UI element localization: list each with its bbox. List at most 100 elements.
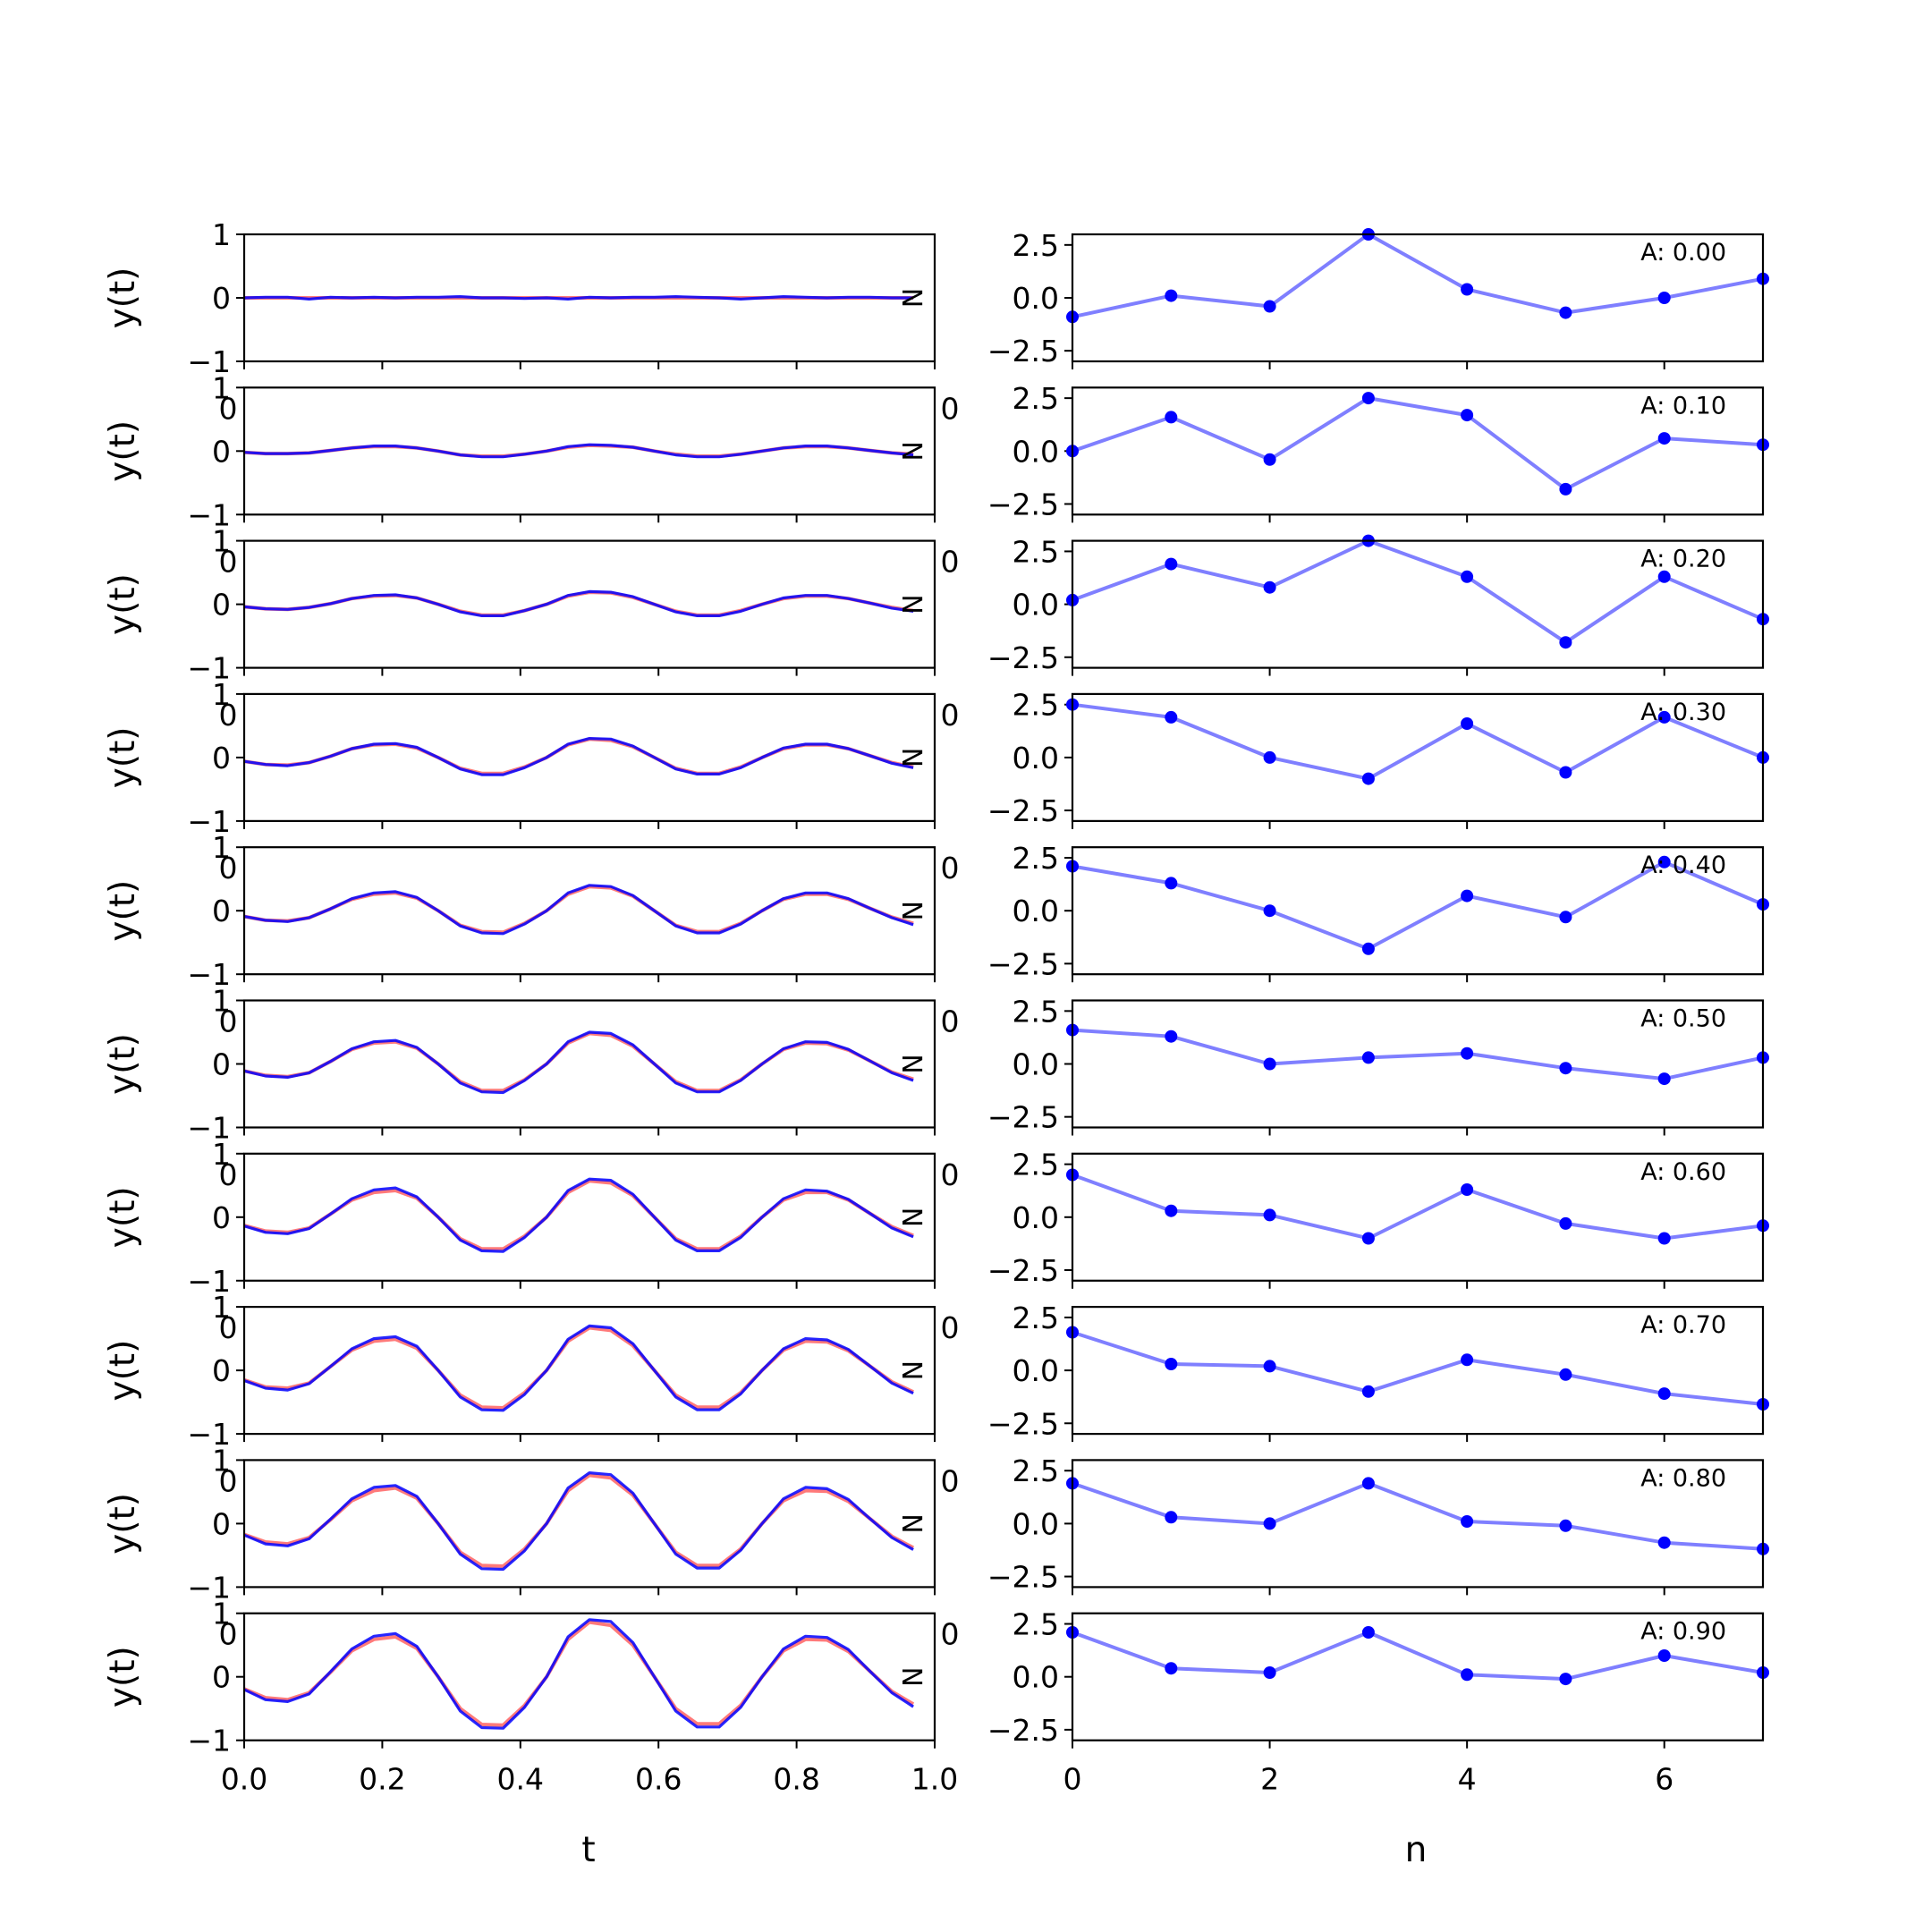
y-tick-label: −2.5 — [987, 1253, 1059, 1288]
sequence-point — [1361, 772, 1375, 785]
y-tick-label: 1 — [212, 830, 231, 865]
sequence-line — [1072, 702, 1764, 781]
axes-frame — [1071, 1459, 1765, 1589]
signal-line-blue — [243, 443, 914, 459]
y-tick-label: 0.0 — [1013, 1200, 1059, 1235]
sequence-point — [1165, 1030, 1178, 1043]
y-tick-label: −1 — [187, 1111, 231, 1146]
y-tick-label: 0 — [212, 1200, 231, 1235]
y-tick-label: 0.0 — [1013, 1047, 1059, 1082]
y-tick-label: −1 — [187, 1264, 231, 1299]
y-tick-label: 1 — [212, 370, 231, 405]
sequence-point — [1657, 432, 1671, 445]
y-tick-label: 0 — [212, 741, 231, 775]
overlap-tick-label: 0 — [219, 851, 238, 886]
left-x-axis-label: t — [581, 1830, 595, 1870]
sequence-point — [1657, 710, 1671, 724]
right-subplot-9: 2.50.0−2.50 2 4 60 A: 0.90 — [941, 1607, 1769, 1797]
left-subplot-8: 10−10y(t) N — [103, 1443, 936, 1605]
left-subplot-9: 10−10.0 0.2 0.4 0.6 0.8 1.00y(t) N — [103, 1597, 958, 1797]
y-axis-label: y(t) — [103, 1340, 143, 1402]
x-tick-label: 1.0 — [911, 1762, 958, 1797]
y-tick-label: 1 — [212, 984, 231, 1019]
y-tick-label: 2.5 — [1013, 381, 1059, 416]
x-tick-label: 0.4 — [497, 1762, 544, 1797]
sequence-point — [1657, 1536, 1671, 1549]
sequence-line — [1072, 1173, 1764, 1241]
sequence-point — [1361, 942, 1375, 955]
axes-frame — [1071, 692, 1765, 823]
y-tick-label: −2.5 — [987, 640, 1059, 675]
y-tick-label: 0.0 — [1013, 281, 1059, 316]
right-subplot-8: 2.5 0.0 −2.5 0 A: 0.80 — [941, 1453, 1769, 1596]
y-tick-label: 0.0 — [1013, 1353, 1059, 1388]
overlap-tick-label: 0 — [941, 1157, 960, 1192]
sequence-point — [1263, 1666, 1276, 1679]
y-tick-label: −1 — [187, 1570, 231, 1605]
y-axis-label: y(t) — [103, 573, 143, 635]
corner-glyph: N — [895, 594, 927, 614]
y-tick-label: 0 — [212, 894, 231, 928]
signal-line-blue — [243, 589, 914, 618]
amplitude-label: A: 0.70 — [1640, 1311, 1726, 1339]
right-subplot-4: 2.5 0.0 −2.5 0 A: 0.40 — [941, 841, 1769, 983]
x-tick-label: 0.2 — [359, 1762, 405, 1797]
amplitude-label: A: 0.40 — [1640, 852, 1726, 879]
overlap-tick-label: 0 — [219, 698, 238, 733]
overlap-tick-label: 0 — [219, 1310, 238, 1345]
sequence-point — [1263, 1360, 1276, 1373]
y-tick-label: 2.5 — [1013, 994, 1059, 1029]
overlap-tick-label: 0 — [219, 1463, 238, 1498]
signal-line-blue — [243, 1177, 914, 1253]
signal-line-red — [243, 1620, 915, 1727]
sequence-line — [1072, 1330, 1764, 1406]
overlap-tick-label: 0 — [219, 1157, 238, 1192]
y-tick-label: 0.0 — [1013, 741, 1059, 775]
y-tick-label: 1 — [212, 1290, 231, 1325]
y-tick-label: 2.5 — [1013, 1148, 1059, 1182]
y-tick-label: −2.5 — [987, 1100, 1059, 1135]
y-tick-label: 0 — [212, 588, 231, 623]
overlap-tick-label: 0 — [941, 391, 960, 426]
sequence-point — [1559, 482, 1572, 496]
left-subplot-7: 10−10y(t) N — [103, 1290, 936, 1452]
sequence-point — [1263, 453, 1276, 466]
sequence-point — [1165, 1204, 1178, 1217]
sequence-point — [1461, 283, 1474, 296]
y-tick-label: 0 — [212, 1660, 231, 1695]
overlap-tick-label: 0 — [219, 391, 238, 426]
sequence-point — [1559, 1673, 1572, 1686]
y-tick-label: 0 — [212, 281, 231, 316]
amplitude-label: A: 0.50 — [1640, 1005, 1726, 1033]
signal-line-blue — [243, 884, 914, 936]
sequence-point — [1263, 580, 1276, 594]
right-subplot-0: 2.5 0.0 −2.5 A: 0.00 — [987, 228, 1769, 369]
sequence-point — [1165, 411, 1178, 424]
y-tick-label: −1 — [187, 804, 231, 839]
y-axis-label: y(t) — [103, 1493, 143, 1555]
amplitude-label: A: 0.20 — [1640, 546, 1726, 573]
y-tick-label: 0 — [212, 434, 231, 469]
amplitude-label: A: 0.90 — [1640, 1618, 1726, 1646]
signal-line-blue — [243, 1324, 914, 1412]
right-x-axis-label: n — [1405, 1830, 1428, 1870]
overlap-tick-label: 0 — [941, 1463, 960, 1498]
axes-frame — [242, 1459, 936, 1589]
sequence-point — [1361, 1626, 1375, 1639]
sequence-point — [1657, 1649, 1671, 1662]
overlap-tick-label: 0 — [219, 1004, 238, 1039]
y-axis-label: y(t) — [103, 726, 143, 788]
sequence-point — [1263, 1208, 1276, 1222]
sequence-point — [1559, 766, 1572, 779]
sequence-point — [1657, 292, 1671, 304]
y-axis-label: y(t) — [103, 267, 143, 329]
sequence-point — [1461, 409, 1474, 422]
y-tick-label: 0.0 — [1013, 1506, 1059, 1541]
y-axis-label: y(t) — [103, 1646, 143, 1707]
sequence-point — [1165, 1358, 1178, 1370]
amplitude-label: A: 0.00 — [1640, 239, 1726, 267]
axes-frame — [1071, 846, 1765, 976]
y-tick-label: 2.5 — [1013, 1453, 1059, 1488]
